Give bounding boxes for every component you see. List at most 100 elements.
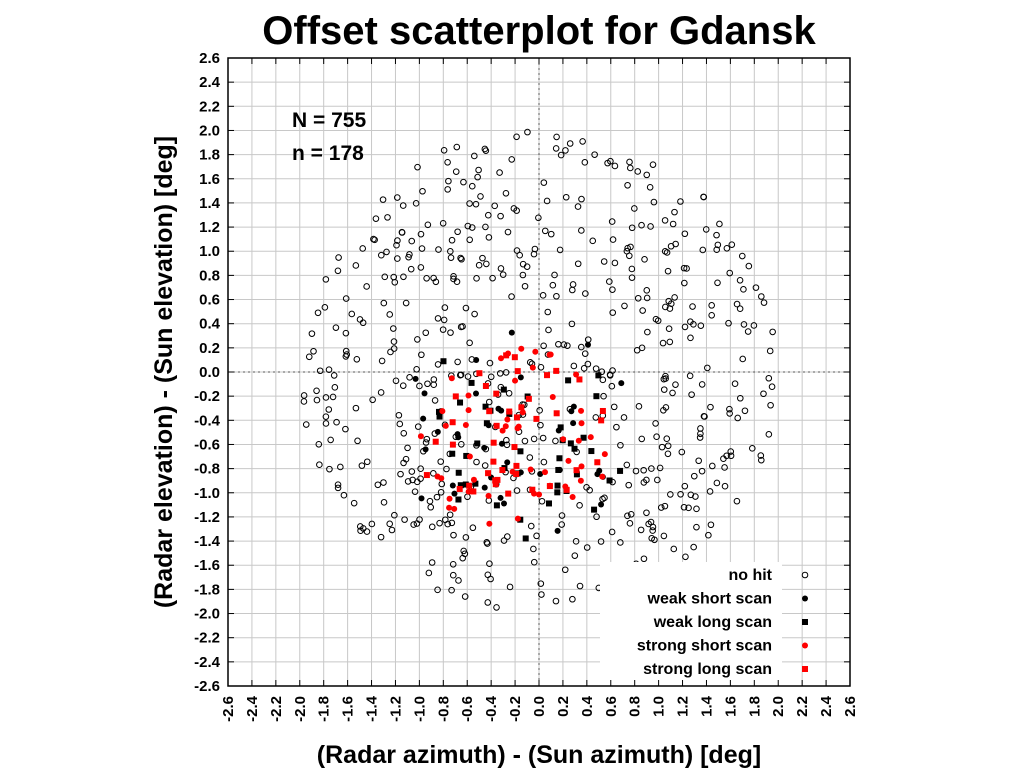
point-strong-long-scan xyxy=(518,404,525,411)
point-no-hit xyxy=(661,248,669,255)
point-no-hit xyxy=(635,403,643,410)
point-no-hit xyxy=(680,503,688,511)
point-no-hit xyxy=(574,260,582,268)
point-no-hit xyxy=(402,455,410,463)
point-no-hit xyxy=(448,236,456,244)
point-no-hit xyxy=(598,368,606,376)
point-no-hit xyxy=(388,526,396,534)
point-strong-short-scan xyxy=(578,420,585,427)
x-tick-label: 1.4 xyxy=(698,695,715,717)
point-no-hit xyxy=(558,521,565,528)
point-no-hit xyxy=(638,344,646,352)
y-tick-label: -2.2 xyxy=(194,630,220,647)
x-tick-label: -1.4 xyxy=(364,695,381,722)
x-tick-label: 1.0 xyxy=(651,696,668,717)
point-no-hit xyxy=(404,444,411,452)
point-no-hit xyxy=(591,151,598,158)
x-axis-title: (Radar azimuth) - (Sun azimuth) [deg] xyxy=(317,741,761,768)
y-tick-label: -0.4 xyxy=(194,412,221,429)
y-tick-label: 2.4 xyxy=(199,74,221,91)
x-tick-label: 1.6 xyxy=(722,696,739,717)
point-weak-long-scan xyxy=(565,377,572,384)
point-no-hit xyxy=(666,338,674,346)
point-no-hit xyxy=(574,203,582,210)
point-no-hit xyxy=(611,162,619,170)
y-tick-label: -0.6 xyxy=(194,436,220,453)
point-weak-long-scan xyxy=(436,413,443,420)
point-no-hit xyxy=(486,560,493,568)
point-no-hit xyxy=(443,465,450,473)
point-no-hit xyxy=(667,242,675,250)
point-no-hit xyxy=(358,462,366,469)
point-no-hit xyxy=(453,143,461,151)
point-strong-short-scan xyxy=(417,433,424,440)
point-no-hit xyxy=(340,491,348,499)
point-no-hit xyxy=(697,430,704,438)
x-tick-label: -1.8 xyxy=(316,696,333,722)
point-no-hit xyxy=(526,454,534,461)
point-no-hit xyxy=(544,308,552,316)
point-no-hit xyxy=(599,376,607,384)
point-weak-long-scan xyxy=(457,399,464,406)
point-no-hit xyxy=(462,304,470,312)
point-no-hit xyxy=(707,521,715,529)
point-no-hit xyxy=(508,293,515,300)
point-no-hit xyxy=(626,520,634,527)
point-no-hit xyxy=(342,353,350,360)
point-no-hit xyxy=(570,362,578,370)
point-no-hit xyxy=(418,351,425,359)
point-strong-short-scan xyxy=(546,351,553,358)
point-no-hit xyxy=(540,458,548,466)
point-no-hit xyxy=(430,470,437,477)
point-no-hit xyxy=(334,484,342,492)
point-no-hit xyxy=(450,273,457,280)
point-weak-short-scan xyxy=(585,341,592,348)
point-no-hit xyxy=(483,539,491,546)
point-no-hit xyxy=(725,319,732,327)
point-no-hit xyxy=(577,343,585,351)
point-no-hit xyxy=(649,527,656,534)
x-tick-label: 1.8 xyxy=(746,696,763,717)
point-no-hit xyxy=(479,254,486,262)
point-no-hit xyxy=(359,319,367,327)
point-no-hit xyxy=(387,348,394,356)
point-weak-short-scan xyxy=(434,428,441,435)
point-strong-long-scan xyxy=(505,490,512,497)
point-strong-long-scan xyxy=(449,419,456,426)
point-no-hit xyxy=(708,311,715,319)
point-no-hit xyxy=(539,434,547,442)
point-no-hit xyxy=(425,569,433,577)
point-no-hit xyxy=(660,407,667,414)
point-no-hit xyxy=(455,577,462,584)
point-no-hit xyxy=(356,523,364,530)
point-no-hit xyxy=(449,571,457,579)
point-no-hit xyxy=(581,350,589,357)
y-tick-label: -2.6 xyxy=(194,678,220,695)
point-no-hit xyxy=(434,315,442,322)
point-no-hit xyxy=(611,259,619,267)
point-no-hit xyxy=(689,303,696,310)
point-strong-short-scan xyxy=(565,457,572,464)
point-no-hit xyxy=(444,186,451,193)
point-weak-short-scan xyxy=(418,495,425,502)
point-no-hit xyxy=(457,254,464,262)
point-no-hit xyxy=(386,311,394,318)
point-no-hit xyxy=(369,396,376,404)
point-no-hit xyxy=(458,255,465,263)
point-no-hit xyxy=(610,403,618,411)
point-no-hit xyxy=(690,543,697,551)
point-no-hit xyxy=(473,458,480,466)
point-no-hit xyxy=(584,360,592,368)
point-weak-short-scan xyxy=(618,380,625,387)
point-strong-short-scan xyxy=(442,422,449,429)
point-strong-long-scan xyxy=(599,407,606,414)
point-no-hit xyxy=(380,479,387,486)
point-weak-long-scan xyxy=(440,358,447,365)
point-no-hit xyxy=(383,248,390,256)
point-no-hit xyxy=(670,545,678,553)
point-no-hit xyxy=(562,147,569,154)
point-no-hit xyxy=(606,371,614,378)
point-strong-long-scan xyxy=(492,481,499,488)
point-no-hit xyxy=(477,193,484,200)
